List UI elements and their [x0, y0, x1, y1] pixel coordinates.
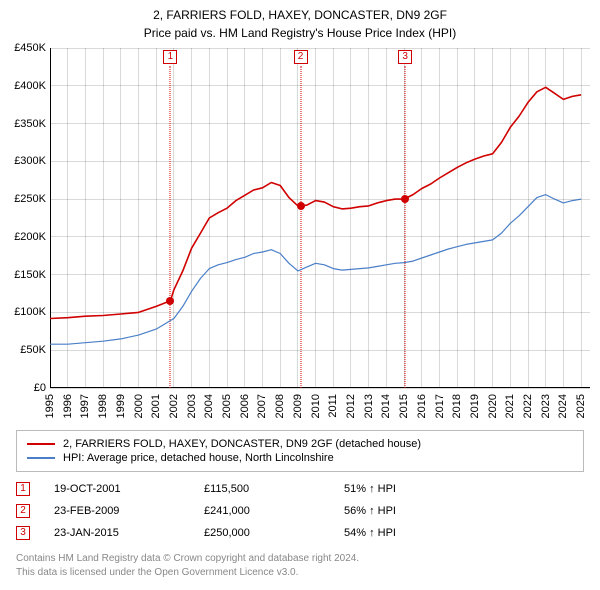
x-tick-label: 2007 — [256, 394, 268, 418]
x-tick-label: 2023 — [540, 394, 552, 418]
chart-area: £0£50K£100K£150K£200K£250K£300K£350K£400… — [50, 48, 590, 388]
y-tick-label: £50K — [20, 344, 46, 356]
y-tick-label: £300K — [14, 155, 46, 167]
sale-date: 19-OCT-2001 — [54, 483, 204, 495]
x-tick-label: 2011 — [327, 394, 339, 418]
x-tick-label: 2013 — [363, 394, 375, 418]
x-tick-label: 2016 — [416, 394, 428, 418]
legend-item: HPI: Average price, detached house, Nort… — [27, 451, 573, 465]
x-tick-label: 2024 — [557, 394, 569, 418]
sale-price: £115,500 — [204, 483, 344, 495]
y-tick-label: £350K — [14, 118, 46, 130]
sale-date: 23-JAN-2015 — [54, 527, 204, 539]
y-tick-label: £100K — [14, 306, 46, 318]
x-tick-label: 2018 — [451, 394, 463, 418]
title-block: 2, FARRIERS FOLD, HAXEY, DONCASTER, DN9 … — [0, 0, 600, 42]
x-tick-label: 2000 — [133, 394, 145, 418]
x-tick-label: 2017 — [434, 394, 446, 418]
legend-label: HPI: Average price, detached house, Nort… — [63, 452, 334, 464]
x-tick-label: 2020 — [487, 394, 499, 418]
sale-row-marker: 3 — [16, 526, 30, 540]
sales-table: 1 19-OCT-2001£115,50051% ↑ HPI 2 23-FEB-200… — [16, 478, 464, 544]
x-tick-label: 1998 — [97, 394, 109, 418]
sale-hpi: 56% ↑ HPI — [344, 505, 464, 517]
x-tick-label: 2002 — [168, 394, 180, 418]
x-tick-label: 2015 — [398, 394, 410, 418]
x-tick-label: 2025 — [575, 394, 587, 418]
chart-container: 2, FARRIERS FOLD, HAXEY, DONCASTER, DN9 … — [0, 0, 600, 590]
legend-label: 2, FARRIERS FOLD, HAXEY, DONCASTER, DN9 … — [63, 438, 421, 450]
y-tick-label: £200K — [14, 231, 46, 243]
x-tick-label: 2010 — [310, 394, 322, 418]
series-hpi — [50, 48, 590, 388]
sale-row: 2 23-FEB-2009£241,00056% ↑ HPI — [16, 500, 464, 522]
y-tick-label: £400K — [14, 80, 46, 92]
sale-row: 1 19-OCT-2001£115,50051% ↑ HPI — [16, 478, 464, 500]
footer-attribution: Contains HM Land Registry data © Crown c… — [16, 552, 359, 580]
x-tick-label: 1995 — [44, 394, 56, 418]
legend-swatch — [27, 457, 55, 459]
sale-hpi: 54% ↑ HPI — [344, 527, 464, 539]
x-tick-label: 2004 — [203, 394, 215, 418]
x-tick-label: 2009 — [292, 394, 304, 418]
legend: 2, FARRIERS FOLD, HAXEY, DONCASTER, DN9 … — [16, 430, 584, 472]
x-tick-label: 2001 — [150, 394, 162, 418]
title-subtitle: Price paid vs. HM Land Registry's House … — [0, 24, 600, 42]
footer-line2: This data is licensed under the Open Gov… — [16, 566, 359, 580]
x-tick-label: 1999 — [115, 394, 127, 418]
x-tick-label: 2003 — [186, 394, 198, 418]
x-tick-label: 2022 — [522, 394, 534, 418]
x-tick-label: 2014 — [380, 394, 392, 418]
x-tick-label: 2021 — [504, 394, 516, 418]
sale-price: £250,000 — [204, 527, 344, 539]
y-tick-label: £250K — [14, 193, 46, 205]
sale-row-marker: 2 — [16, 504, 30, 518]
x-tick-label: 2019 — [469, 394, 481, 418]
legend-swatch — [27, 443, 55, 445]
sale-date: 23-FEB-2009 — [54, 505, 204, 517]
y-tick-label: £150K — [14, 269, 46, 281]
sale-row: 3 23-JAN-2015£250,00054% ↑ HPI — [16, 522, 464, 544]
legend-item: 2, FARRIERS FOLD, HAXEY, DONCASTER, DN9 … — [27, 437, 573, 451]
title-address: 2, FARRIERS FOLD, HAXEY, DONCASTER, DN9 … — [0, 6, 600, 24]
x-tick-label: 2006 — [239, 394, 251, 418]
sale-price: £241,000 — [204, 505, 344, 517]
x-tick-label: 2008 — [274, 394, 286, 418]
sale-hpi: 51% ↑ HPI — [344, 483, 464, 495]
sale-row-marker: 1 — [16, 482, 30, 496]
x-tick-label: 1997 — [79, 394, 91, 418]
x-tick-label: 2012 — [345, 394, 357, 418]
x-tick-label: 1996 — [62, 394, 74, 418]
y-tick-label: £450K — [14, 42, 46, 54]
x-tick-label: 2005 — [221, 394, 233, 418]
y-tick-label: £0 — [34, 382, 46, 394]
footer-line1: Contains HM Land Registry data © Crown c… — [16, 552, 359, 566]
